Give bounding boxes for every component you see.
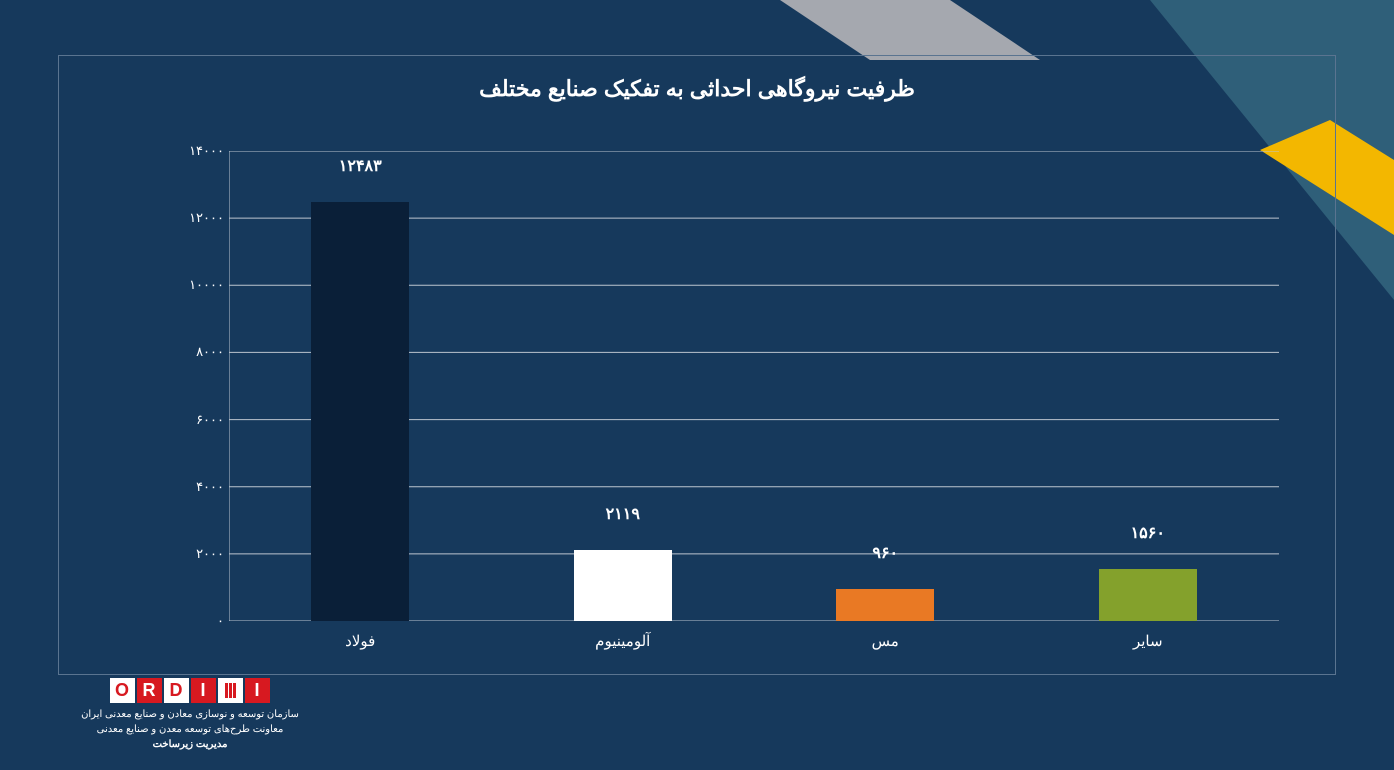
imidro-logo: I I D R O [60,678,320,703]
chart-panel: ظرفیت نیروگاهی احداثی به تفکیک صنایع مخت… [58,55,1336,675]
logo-letter: I [191,678,216,703]
footer-logo-block: I I D R O سازمان توسعه و نوسازی معادن و … [60,678,320,752]
bar-value-label: ۹۶۰ [825,543,945,563]
y-tick-label: ۱۴۰۰۰ [179,143,224,159]
bar-value-label: ۱۵۶۰ [1088,523,1208,543]
logo-letter: O [110,678,135,703]
y-tick-label: ۱۰۰۰۰ [179,277,224,293]
bar-value-label: ۱۲۴۸۳ [300,156,420,176]
plot-area: ۱۲۴۸۳ ۲۱۱۹ ۹۶۰ ۱۵۶۰ [229,151,1279,621]
logo-letter [218,678,243,703]
logo-letter: R [137,678,162,703]
y-tick-label: ۶۰۰۰ [179,412,224,428]
y-tick-label: ۲۰۰۰ [179,546,224,562]
bar [574,550,672,621]
x-axis-label: فولاد [345,632,375,650]
bar [1099,569,1197,621]
bar [836,589,934,621]
bar [311,202,409,621]
chart-title: ظرفیت نیروگاهی احداثی به تفکیک صنایع مخت… [59,76,1335,102]
x-axis-label: آلومینیوم [595,632,650,650]
bar-value-label: ۲۱۱۹ [563,504,683,524]
logo-letter: I [245,678,270,703]
logo-letter: D [164,678,189,703]
y-tick-label: ۰ [179,613,224,629]
y-tick-label: ۱۲۰۰۰ [179,210,224,226]
y-tick-label: ۴۰۰۰ [179,479,224,495]
x-axis-label: مس [872,632,899,650]
footer-line-1: سازمان توسعه و نوسازی معادن و صنایع معدن… [60,707,320,722]
x-axis-label: سایر [1133,632,1163,650]
footer-line-2: معاونت طرح‌های توسعه معدن و صنایع معدنی [60,722,320,737]
y-tick-label: ۸۰۰۰ [179,344,224,360]
footer-line-3: مدیریت زیرساخت [60,737,320,752]
